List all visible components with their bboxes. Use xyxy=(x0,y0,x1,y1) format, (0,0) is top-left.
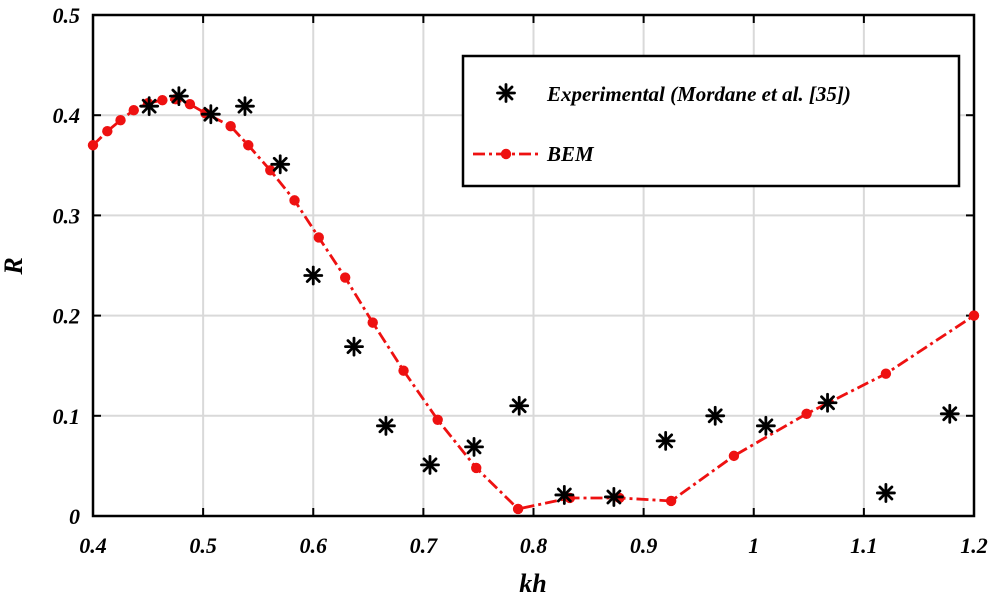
bem-point xyxy=(157,94,168,106)
experimental-point xyxy=(939,403,960,424)
x-tick-label: 0.9 xyxy=(630,533,658,558)
experimental-point xyxy=(344,336,364,357)
x-tick-label: 0.7 xyxy=(410,533,439,558)
bem-point xyxy=(367,317,378,328)
x-ticks: 0.4 0.5 0.6 0.7 0.8 0.9 1 1.1 1.2 xyxy=(79,15,988,558)
legend-box xyxy=(461,54,961,188)
y-tick-label: 0.2 xyxy=(53,304,81,329)
bem-point xyxy=(265,165,276,176)
experimental-point xyxy=(464,436,484,457)
experimental-point xyxy=(420,454,440,475)
experimental-point xyxy=(655,430,676,451)
experimental-point xyxy=(270,154,291,175)
bem-point xyxy=(880,368,892,379)
experimental-point xyxy=(139,96,160,117)
experimental-point xyxy=(817,392,838,413)
bem-point xyxy=(339,272,351,283)
bem-point xyxy=(512,503,524,515)
bem-point xyxy=(665,495,677,507)
bem-point xyxy=(289,195,300,206)
x-tick-label: 1.1 xyxy=(850,533,878,558)
experimental-point xyxy=(876,483,896,503)
bem-point xyxy=(243,140,254,151)
y-tick-label: 0.3 xyxy=(53,203,81,228)
bem-point xyxy=(102,126,113,137)
legend-experimental-marker xyxy=(496,83,516,103)
experimental-point xyxy=(705,405,726,426)
bem-point xyxy=(184,98,196,110)
experimental-point xyxy=(168,86,189,107)
y-tick-label: 0.5 xyxy=(53,3,81,28)
bem-point xyxy=(313,232,324,243)
y-ticks: 0 0.1 0.2 0.3 0.4 0.5 xyxy=(53,3,974,529)
bem-point xyxy=(968,310,980,321)
bem-point xyxy=(398,365,409,376)
legend-bem-label: BEM xyxy=(546,142,595,166)
y-axis-label: R xyxy=(0,257,28,275)
bem-point xyxy=(225,121,236,132)
y-tick-label: 0.1 xyxy=(53,404,81,429)
y-tick-label: 0.4 xyxy=(53,103,81,128)
bem-point xyxy=(87,140,99,151)
experimental-point xyxy=(603,487,624,507)
bem-point xyxy=(801,408,812,419)
experimental-point xyxy=(376,415,396,436)
legend-experimental-label: Experimental (Mordane et al. [35]) xyxy=(546,82,851,106)
experimental-point xyxy=(235,96,255,117)
experimental-point xyxy=(554,485,575,505)
series-experimental xyxy=(139,86,960,507)
bem-point xyxy=(128,104,139,116)
x-tick-label: 0.5 xyxy=(189,533,217,558)
x-axis-label: kh xyxy=(519,569,546,598)
bem-point xyxy=(471,462,482,474)
bem-point xyxy=(115,115,126,126)
bem-point xyxy=(432,414,443,426)
legend-asterisk xyxy=(496,83,516,103)
experimental-point xyxy=(755,415,776,436)
y-tick-label: 0 xyxy=(69,504,80,529)
x-tick-label: 0.6 xyxy=(300,533,328,558)
bem-point xyxy=(728,450,740,462)
experimental-point xyxy=(200,104,221,125)
x-tick-label: 0.4 xyxy=(79,533,107,558)
experimental-point xyxy=(303,265,324,286)
x-tick-label: 1.2 xyxy=(960,533,988,558)
legend: Experimental (Mordane et al. [35]) BEM xyxy=(461,54,961,188)
x-tick-label: 1 xyxy=(748,533,759,558)
x-tick-label: 0.8 xyxy=(520,533,548,558)
experimental-point xyxy=(509,395,530,416)
legend-bem-marker xyxy=(500,148,512,160)
